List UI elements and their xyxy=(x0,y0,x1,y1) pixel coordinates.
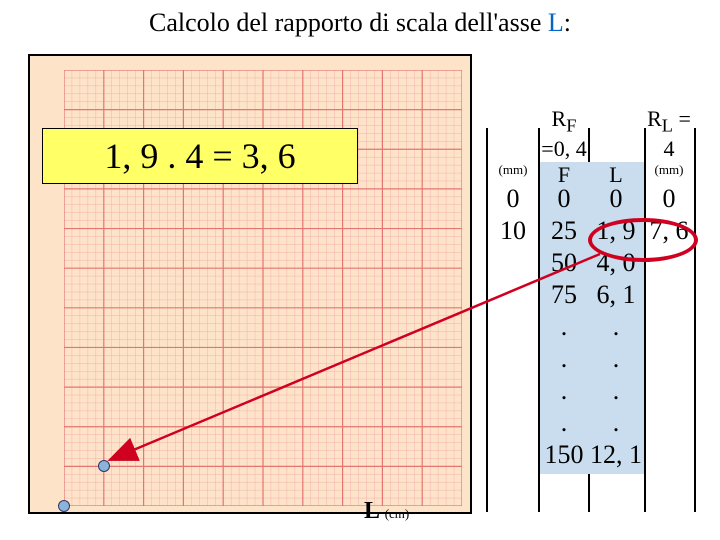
highlight-ring xyxy=(588,218,698,262)
col-f: F xyxy=(540,162,588,182)
axis-l-unit: (cm) xyxy=(385,506,410,521)
equation-text: 1, 9 . 4 = 3, 6 xyxy=(104,135,295,177)
mm-right: (mm) xyxy=(644,162,694,182)
rf-header: RF =0, 4 xyxy=(540,106,588,162)
title-colon: : xyxy=(564,8,571,37)
title-text: Calcolo del rapporto di scala dell'asse xyxy=(149,8,548,37)
axis-l-text: L xyxy=(364,498,379,524)
page-title: Calcolo del rapporto di scala dell'asse … xyxy=(0,0,720,42)
data-table: RF =0, 4 RL = 4 (mm) F L (mm) 010 025507… xyxy=(486,130,694,474)
table-header-ratios: RF =0, 4 RL = 4 xyxy=(486,130,694,162)
data-point xyxy=(58,500,70,512)
rl-header: RL = 4 xyxy=(644,106,694,162)
col-f-data: 0255075....150 xyxy=(540,182,588,474)
col-mm-left: 010 xyxy=(486,182,540,474)
axis-l-label: L (cm) xyxy=(364,498,409,525)
graph-panel xyxy=(28,54,472,514)
col-l: L xyxy=(588,162,644,182)
table-subheader: (mm) F L (mm) xyxy=(486,162,694,182)
mm-left: (mm) xyxy=(486,162,540,182)
title-L: L xyxy=(548,8,564,37)
equation-box: 1, 9 . 4 = 3, 6 xyxy=(42,128,358,184)
